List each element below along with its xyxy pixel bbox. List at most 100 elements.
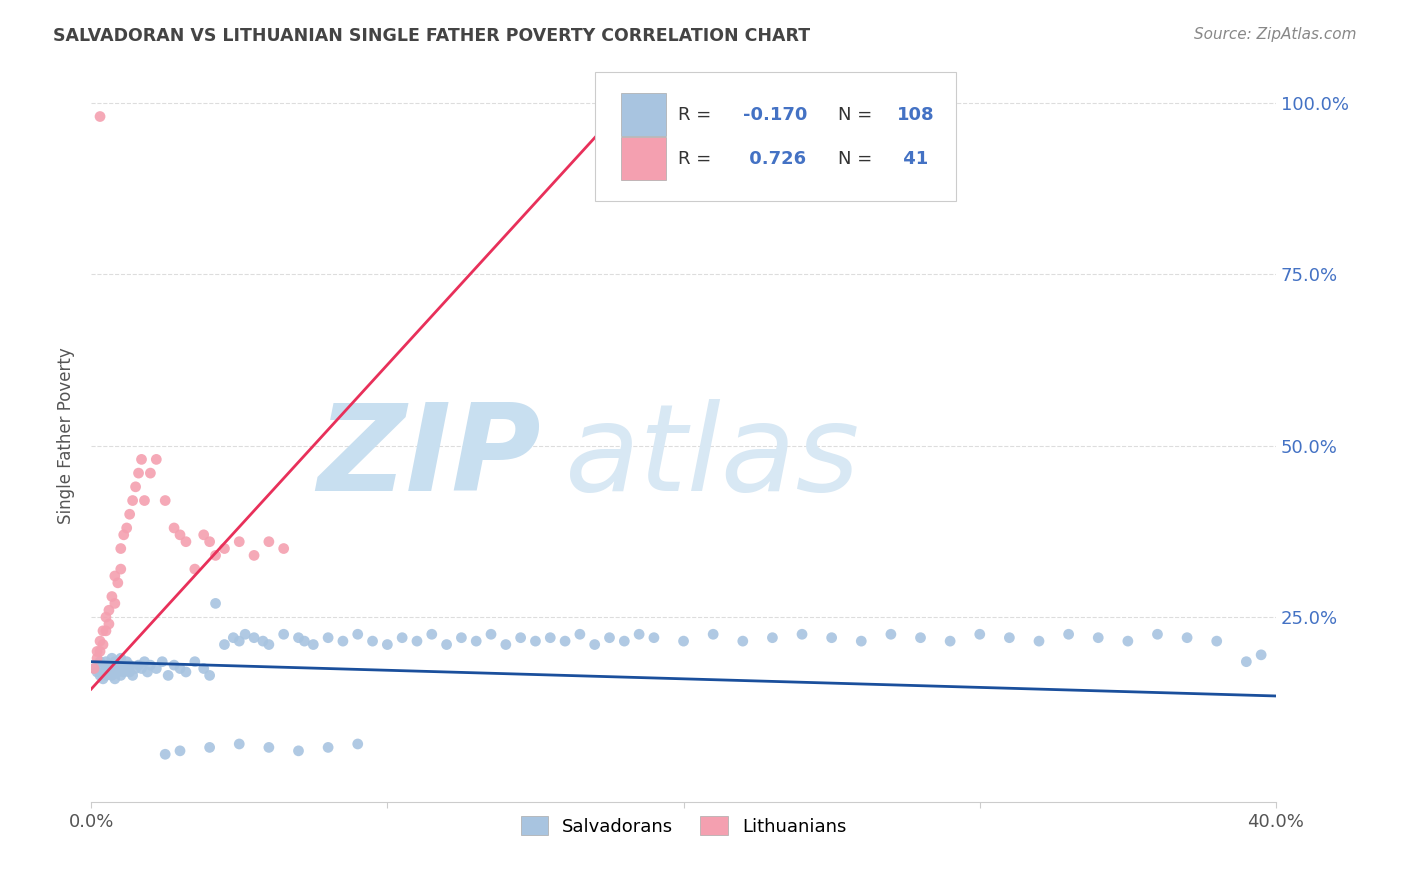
Point xyxy=(346,737,368,751)
Point xyxy=(222,631,245,645)
Point xyxy=(118,658,141,673)
Point xyxy=(198,668,221,682)
Point xyxy=(1175,631,1198,645)
Text: N =: N = xyxy=(838,150,877,168)
Point xyxy=(316,631,339,645)
Point xyxy=(134,655,156,669)
Point xyxy=(643,631,665,645)
Point xyxy=(104,672,127,686)
Text: SALVADORAN VS LITHUANIAN SINGLE FATHER POVERTY CORRELATION CHART: SALVADORAN VS LITHUANIAN SINGLE FATHER P… xyxy=(53,27,810,45)
Point xyxy=(1087,631,1109,645)
Point xyxy=(121,493,143,508)
Point xyxy=(83,661,105,675)
Point xyxy=(110,562,132,576)
Point xyxy=(110,541,132,556)
Point xyxy=(97,603,120,617)
Point xyxy=(184,562,207,576)
Point xyxy=(101,590,124,604)
Legend: Salvadorans, Lithuanians: Salvadorans, Lithuanians xyxy=(512,807,855,845)
Point xyxy=(86,651,108,665)
Point xyxy=(599,631,621,645)
Point xyxy=(252,634,274,648)
Point xyxy=(94,624,117,638)
Point xyxy=(228,534,250,549)
Point xyxy=(880,627,903,641)
Text: 108: 108 xyxy=(897,106,935,124)
Point xyxy=(509,631,531,645)
Point xyxy=(86,644,108,658)
Point xyxy=(257,534,280,549)
Point xyxy=(91,638,114,652)
Point xyxy=(391,631,413,645)
Point xyxy=(790,627,813,641)
FancyBboxPatch shape xyxy=(595,72,956,201)
Point xyxy=(104,655,127,669)
Point xyxy=(1146,627,1168,641)
Point xyxy=(495,638,517,652)
Point xyxy=(124,480,146,494)
Point xyxy=(169,528,191,542)
Point xyxy=(89,644,111,658)
Point xyxy=(145,661,167,675)
Point xyxy=(1234,655,1257,669)
Point xyxy=(89,655,111,669)
Point xyxy=(169,661,191,675)
Point xyxy=(287,744,309,758)
Point xyxy=(153,747,176,762)
Point xyxy=(91,624,114,638)
Point xyxy=(104,569,127,583)
Point xyxy=(257,740,280,755)
Point xyxy=(851,634,873,648)
Point xyxy=(198,534,221,549)
Point xyxy=(273,627,295,641)
Text: Source: ZipAtlas.com: Source: ZipAtlas.com xyxy=(1194,27,1357,42)
Point xyxy=(1028,634,1050,648)
Point xyxy=(97,658,120,673)
Point xyxy=(761,631,783,645)
Point xyxy=(731,634,754,648)
Point xyxy=(115,661,138,675)
Point xyxy=(115,655,138,669)
Point xyxy=(193,528,215,542)
Point xyxy=(479,627,502,641)
Point xyxy=(128,658,150,673)
Point xyxy=(89,668,111,682)
Point xyxy=(243,549,266,563)
Point xyxy=(332,634,354,648)
Point xyxy=(110,661,132,675)
Point xyxy=(524,634,547,648)
Point xyxy=(94,655,117,669)
Point xyxy=(568,627,591,641)
Point xyxy=(157,668,180,682)
Text: atlas: atlas xyxy=(565,399,860,516)
Text: -0.170: -0.170 xyxy=(742,106,807,124)
Point xyxy=(613,634,636,648)
Point xyxy=(420,627,443,641)
Point xyxy=(554,634,576,648)
Point xyxy=(107,575,129,590)
Point xyxy=(163,658,186,673)
Point xyxy=(128,466,150,480)
Point xyxy=(214,638,236,652)
Point xyxy=(1057,627,1080,641)
Text: N =: N = xyxy=(838,106,877,124)
Point xyxy=(134,493,156,508)
Text: R =: R = xyxy=(678,106,717,124)
Point xyxy=(294,634,316,648)
Point xyxy=(939,634,962,648)
Point xyxy=(118,508,141,522)
Point xyxy=(233,627,256,641)
Point xyxy=(821,631,844,645)
Point xyxy=(243,631,266,645)
Point xyxy=(97,665,120,679)
Point xyxy=(361,634,384,648)
Point xyxy=(174,534,197,549)
Point xyxy=(101,668,124,682)
Point xyxy=(86,665,108,679)
Point xyxy=(107,658,129,673)
Point xyxy=(193,661,215,675)
Point xyxy=(145,452,167,467)
Point xyxy=(204,549,226,563)
Point xyxy=(104,661,127,675)
Point xyxy=(118,665,141,679)
